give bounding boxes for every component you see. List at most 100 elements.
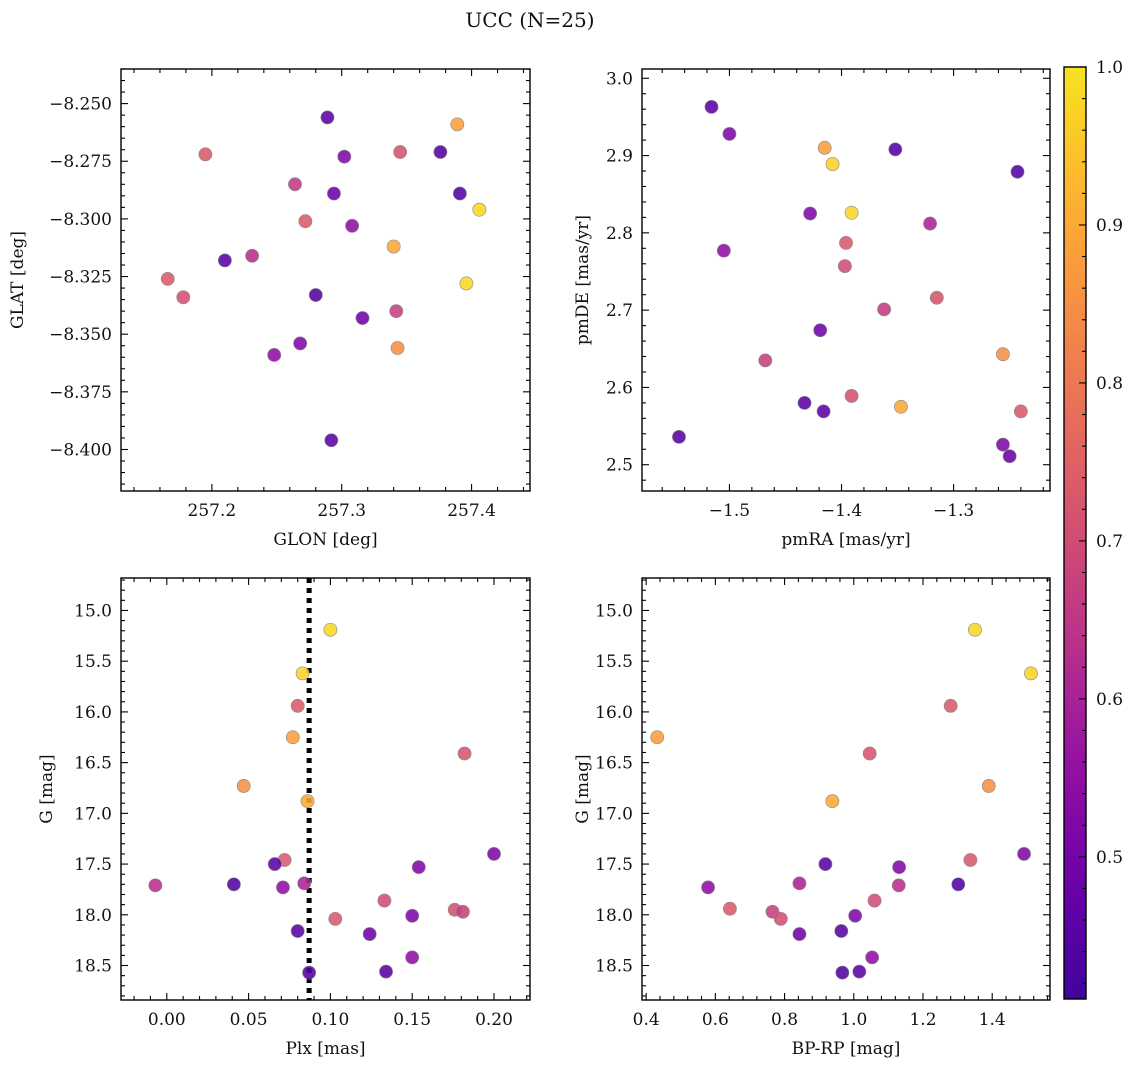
scatter-point [817,140,832,155]
x-tick-label: 0.4 [633,1010,660,1030]
scatter-panel-top-right: −1.5 −1.4 −1.3 2.5 2.6 2.7 2.8 2.9 3.0 pmRA [mas/… [573,68,1051,550]
plot-frame [120,577,531,1001]
y-tick-label: −8.275 [49,152,112,172]
scatter-point [867,893,882,908]
scatter-point [1024,666,1038,681]
scatter-point [433,145,448,159]
colorbar-tick-label: 0.6 [1096,690,1123,710]
scatter-point [844,205,859,220]
colorbar-tick-label: 0.9 [1096,216,1123,236]
scatter-point [390,341,405,355]
scatter-point [226,877,241,892]
scatter-point [825,794,840,809]
scatter-point [773,911,788,926]
scatter-point [1017,847,1031,861]
scatter-point [722,901,737,916]
scatter-point [345,218,360,233]
scatter-point [722,127,737,141]
y-tick-label: −8.350 [49,325,112,345]
plot-frame [120,68,531,492]
scatter-point [996,437,1010,452]
y-tick-label: 2.8 [606,224,633,244]
x-tick-label: 0.6 [702,1010,729,1030]
x-tick-label: 257.2 [188,501,237,521]
x-tick-label: 0.10 [311,1010,349,1030]
y-tick-label: −8.375 [49,383,112,403]
x-tick-label: −1.5 [709,501,750,521]
scatter-point [389,304,404,319]
scatter-point [267,857,282,871]
scatter-point [835,965,850,980]
scatter-point [245,248,260,263]
scatter-point [337,149,352,164]
scatter-point [650,730,665,745]
scatter-point [816,404,831,419]
y-tick-label: 15.0 [595,601,633,621]
colorbar-tick-label: 1.0 [1096,58,1123,78]
scatter-point [323,622,338,637]
y-tick-label: 16.5 [74,754,112,774]
y-tick-label: 15.0 [74,601,112,621]
scatter-point [487,847,501,861]
scatter-point [996,347,1010,362]
x-tick-label: −1.4 [821,501,862,521]
scatter-point [923,216,937,231]
y-axis-label: G [mag] [573,754,593,823]
scatter-point [968,622,982,637]
scatter-point [839,236,853,250]
scatter-point [328,911,343,926]
scatter-point [716,243,731,258]
y-tick-label: 2.6 [606,378,633,398]
x-axis-label: pmRA [mas/yr] [781,530,910,550]
scatter-point [450,117,465,132]
y-tick-label: −8.250 [49,95,112,115]
y-tick-label: 18.0 [74,906,112,926]
colorbar-gradient [1063,66,1087,1000]
scatter-point [894,399,908,414]
colorbar: 0.5 0.6 0.7 0.8 0.9 1.0 [1063,58,1123,1000]
scatter-panel-bottom-right: 0.4 0.6 0.8 1.0 1.2 1.4 15.0 15.5 16.0 16.5 17.0 17… [573,577,1051,1059]
scatter-point [848,908,863,923]
scatter-point [792,876,807,891]
y-tick-label: −8.400 [49,440,112,460]
scatter-point [362,927,377,941]
scatter-point [288,177,302,192]
x-tick-label: 257.4 [447,501,496,521]
y-tick-label: −8.325 [49,268,112,288]
scatter-point [877,302,892,317]
y-tick-label: 18.5 [74,957,112,977]
scatter-point [452,186,467,201]
scatter-point [297,876,312,891]
scatter-point [758,353,773,368]
y-tick-label: 17.0 [74,804,112,824]
scatter-point [457,746,472,761]
x-axis-label: BP-RP [mag] [792,1039,901,1059]
scatter-point [852,964,867,979]
scatter-point [459,276,474,291]
x-tick-label: 257.3 [317,501,366,521]
scatter-point [818,857,833,871]
y-tick-label: 2.7 [606,301,633,321]
x-axis-label: GLON [deg] [273,530,377,550]
scatter-point [951,877,966,892]
scatter-point [379,964,393,979]
colorbar-tick-label: 0.8 [1096,374,1123,394]
scatter-point [236,779,251,793]
x-tick-label: 0.00 [148,1010,186,1030]
scatter-point [813,323,828,338]
y-tick-label: 17.0 [595,804,633,824]
scatter-point [411,860,426,875]
x-tick-label: 0.05 [230,1010,268,1030]
x-tick-label: 1.4 [979,1010,1006,1030]
scatter-point [295,666,310,681]
scatter-point [290,698,305,713]
scatter-point [285,730,300,745]
y-tick-label: 15.5 [595,652,633,672]
scatter-panel-top-left: 257.2 257.3 257.4 −8.250 −8.275 −8.300 −8.325 −… [8,68,531,550]
scatter-point [267,348,282,362]
scatter-point [803,206,818,221]
scatter-point [844,389,859,403]
scatter-point [672,429,686,444]
scatter-point [324,433,339,448]
scatter-point [837,259,852,273]
